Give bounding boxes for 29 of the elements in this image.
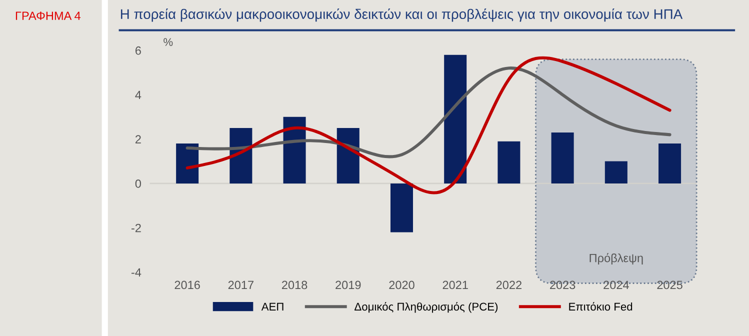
bar: [176, 144, 199, 184]
x-tick-label: 2022: [496, 280, 522, 290]
y-axis-title: %: [164, 38, 173, 46]
x-tick-label: 2024: [604, 280, 629, 290]
bar: [390, 183, 413, 232]
text: ΓΡΑΦΗΜΑ 4: [16, 12, 81, 20]
legend-label: Δομικός Πληθωρισμός (PCE): [354, 302, 498, 313]
y-tick-label: -4: [131, 268, 142, 276]
y-tick-label: 6: [136, 46, 141, 55]
x-tick-label: 2021: [442, 280, 468, 290]
y-tick-label: -2: [131, 224, 141, 232]
chart-title: Η πορεία βασικών μακροοικονομικών δεικτών και οι προβλέψεις για την οικονομία των ΗΠΑ: [120, 8, 683, 22]
x-tick-label: 2023: [550, 280, 576, 290]
x-tick-label: 2020: [389, 280, 414, 290]
band-label: Πρόβλεψη: [590, 253, 643, 265]
bar: [283, 116, 306, 184]
bar: [498, 141, 520, 184]
x-tick-label: 2018: [282, 280, 308, 290]
x-tick-label: 2017: [228, 280, 254, 290]
x-tick-label: 2025: [657, 280, 682, 290]
bar: [336, 128, 360, 184]
y-tick-label: 0: [135, 179, 142, 188]
bar: [444, 54, 467, 184]
y-tick-label: 4: [135, 90, 142, 100]
y-tick-label: 2: [135, 135, 141, 144]
legend-label: ΑΕΠ: [261, 302, 284, 310]
legend-label: Επιτόκιο Fed: [569, 302, 632, 311]
x-tick-label: 2016: [174, 280, 200, 290]
x-tick-label: 2019: [336, 280, 361, 290]
